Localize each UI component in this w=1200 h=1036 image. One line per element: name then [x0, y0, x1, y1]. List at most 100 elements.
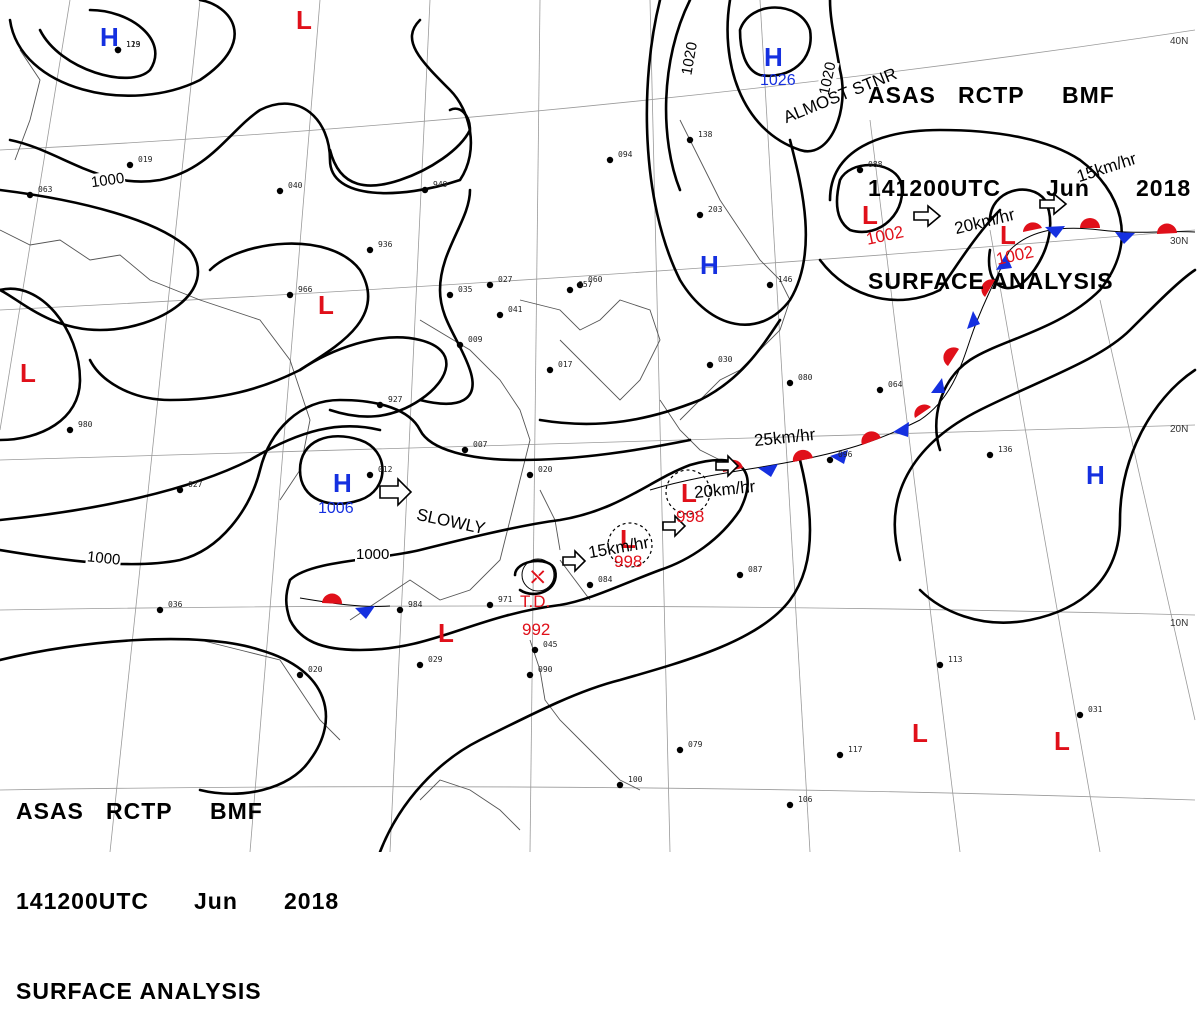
low-center: L — [20, 358, 36, 388]
station-value: 203 — [708, 205, 723, 214]
station-value: 007 — [473, 440, 488, 449]
header-top-right: ASAS RCTP BMF 141200UTC Jun 2018 SURFACE ANA… — [868, 18, 1191, 328]
station-value: 080 — [798, 373, 813, 382]
station-value: 031 — [1088, 705, 1103, 714]
weather-map: ⛌ — [0, 0, 1197, 852]
high-center: H — [100, 22, 119, 52]
isobar-north-high-ring-inner — [38, 8, 157, 80]
high-center: H — [1086, 460, 1105, 490]
header-year: 2018 — [1136, 175, 1192, 201]
station-value: 090 — [538, 665, 553, 674]
station-value: 117 — [848, 745, 863, 754]
station-value: 094 — [618, 150, 633, 159]
high-pressure-value: 1006 — [318, 500, 354, 517]
station-dot — [566, 286, 574, 294]
low-center: L — [912, 718, 928, 748]
station-dot — [276, 187, 284, 195]
station-dot — [576, 281, 584, 289]
station-dot — [286, 291, 294, 299]
warm-front-marks — [722, 218, 1177, 472]
low-pressure-value: 998 — [614, 552, 643, 571]
low-center: L — [862, 200, 878, 230]
cold-front-marks — [758, 226, 1135, 477]
isobar-1000-west — [0, 188, 200, 332]
station-dot — [176, 486, 184, 494]
station-dot — [616, 781, 624, 789]
station-value: 030 — [718, 355, 733, 364]
station-value: 009 — [468, 335, 483, 344]
station-dot — [421, 186, 429, 194]
station-dot — [676, 746, 684, 754]
station-dot — [156, 606, 164, 614]
header-office: BMF — [210, 798, 263, 824]
station-value: 980 — [78, 420, 93, 429]
station-value: 936 — [378, 240, 393, 249]
station-value: 079 — [688, 740, 703, 749]
station-dot — [26, 191, 34, 199]
header-office: BMF — [1062, 82, 1115, 108]
isobar-label: 1000 — [85, 548, 123, 569]
station-value: 036 — [168, 600, 183, 609]
station-value: 045 — [543, 640, 558, 649]
header-agency: ASAS — [16, 798, 84, 824]
isobar-sw-lower — [378, 458, 812, 852]
station-value: 146 — [778, 275, 793, 284]
station-value: 064 — [888, 380, 903, 389]
station-value: 096 — [838, 450, 853, 459]
station-dot — [586, 581, 594, 589]
isobar-low-1002-ring — [835, 163, 904, 234]
header-station: RCTP — [958, 82, 1025, 108]
station-dot — [376, 401, 384, 409]
td-circles — [607, 469, 711, 568]
station-dot — [826, 456, 834, 464]
station-plots — [26, 46, 1084, 809]
header-year: 2018 — [284, 888, 340, 914]
header-station: RCTP — [106, 798, 173, 824]
station-value: 019 — [138, 155, 153, 164]
movement-arrows — [379, 192, 1068, 573]
isobar-south-outer — [0, 424, 382, 522]
station-dot — [526, 671, 534, 679]
station-dot — [736, 571, 744, 579]
isobar-east-big — [828, 128, 1124, 452]
latitude-label: 30N — [1170, 236, 1189, 247]
station-dot — [66, 426, 74, 434]
station-value: 027 — [188, 480, 203, 489]
station-value: 129 — [126, 40, 141, 49]
station-value: 029 — [428, 655, 443, 664]
station-value: 138 — [698, 130, 713, 139]
station-dot — [456, 341, 464, 349]
header-title: SURFACE ANALYSIS — [868, 268, 1114, 294]
low-center: L — [438, 618, 454, 648]
isobar-1020 — [664, 0, 692, 192]
header-bottom-left: ASAS RCTP BMF 141200UTC Jun 2018 SURFACE ANA… — [16, 736, 339, 1036]
station-dot — [546, 366, 554, 374]
station-value: 966 — [298, 285, 313, 294]
station-dot — [696, 211, 704, 219]
station-value: 984 — [408, 600, 423, 609]
low-center: L — [620, 524, 636, 554]
isobar-td-inner — [513, 559, 557, 596]
low-center: L — [1000, 220, 1016, 250]
station-dot — [366, 471, 374, 479]
td-pressure-value: 992 — [522, 620, 551, 639]
station-value: 136 — [998, 445, 1013, 454]
isobar-east-high — [726, 0, 844, 153]
station-value: 113 — [948, 655, 963, 664]
station-value: 057 — [578, 280, 593, 289]
station-value: 041 — [508, 305, 523, 314]
header-time: 141200UTC — [16, 888, 150, 914]
station-dot — [836, 751, 844, 759]
isobar-far-east — [893, 268, 1197, 562]
isobar-central-lake — [418, 188, 474, 405]
station-value: 088 — [868, 160, 883, 169]
station-value: 949 — [433, 180, 448, 189]
header-agency: ASAS — [868, 82, 936, 108]
low-center: L — [318, 290, 334, 320]
isobar-lower-east — [538, 318, 782, 426]
isobar-label: 1000 — [355, 546, 391, 563]
isobar-high-1006 — [298, 435, 384, 505]
station-dot — [706, 361, 714, 369]
station-value: 063 — [38, 185, 53, 194]
isobar-east-outer — [818, 208, 1002, 302]
